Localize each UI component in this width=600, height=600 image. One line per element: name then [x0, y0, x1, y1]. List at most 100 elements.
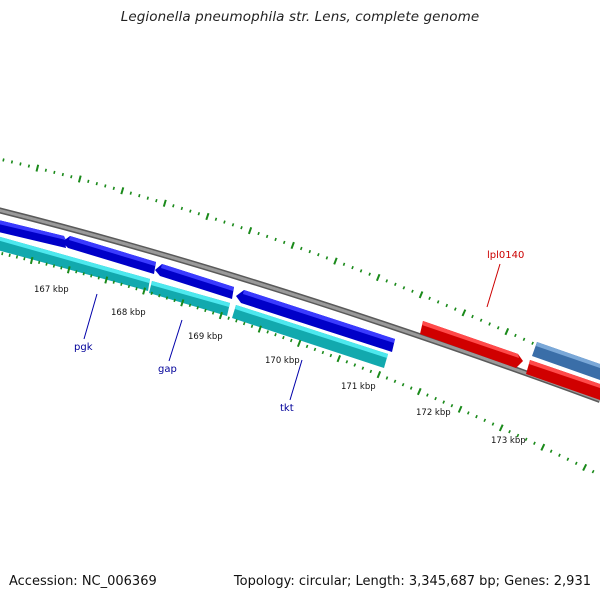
outer-minor-tick [351, 265, 354, 270]
outer-minor-tick [70, 175, 73, 179]
tick-label-167: 167 kbp [34, 285, 69, 295]
inner-minor-tick [508, 429, 511, 434]
inner-minor-tick [235, 319, 238, 323]
inner-major-tick [498, 424, 504, 432]
outer-minor-tick [214, 217, 218, 221]
inner-minor-tick [196, 306, 199, 310]
inner-minor-tick [426, 393, 429, 397]
outer-minor-tick [146, 196, 149, 200]
gene-steelblue[interactable] [532, 342, 600, 380]
outer-minor-tick [2, 158, 5, 162]
tick-label-173: 173 kbp [491, 436, 526, 446]
gene-label-gap[interactable]: gap [158, 364, 177, 375]
inner-minor-tick [491, 422, 495, 426]
gene-labels: pgk gap tkt lpl0140 [74, 250, 524, 414]
inner-minor-tick [483, 418, 487, 423]
outer-minor-tick [496, 326, 500, 330]
inner-minor-tick [385, 376, 389, 380]
inner-minor-tick [289, 338, 293, 343]
tick-label-170: 170 kbp [265, 356, 300, 366]
outer-minor-tick [112, 186, 115, 191]
outer-major-tick [247, 226, 253, 235]
outer-minor-tick [531, 341, 534, 345]
outer-minor-tick [274, 237, 277, 242]
tick-label-172: 172 kbp [416, 408, 451, 418]
inner-minor-tick [188, 303, 192, 308]
outer-minor-tick [436, 300, 440, 304]
outer-minor-tick [87, 179, 90, 184]
gene-tkt[interactable] [236, 290, 395, 352]
inner-minor-tick [227, 316, 230, 320]
inner-minor-tick [434, 396, 437, 401]
outer-minor-tick [385, 279, 389, 283]
genome-stats-text: Topology: circular; Length: 3,345,687 bp… [233, 574, 591, 589]
rna-genes [420, 321, 600, 400]
inner-minor-tick [266, 330, 269, 334]
outer-minor-tick [61, 172, 64, 177]
inner-minor-tick [8, 253, 11, 257]
outer-minor-tick [189, 209, 192, 213]
gene-label-lpl0140[interactable]: lpl0140 [487, 250, 524, 261]
inner-minor-tick [369, 369, 373, 374]
gene-pgk[interactable] [62, 236, 156, 274]
outer-major-tick [333, 257, 338, 265]
map-title: Legionella pneumophila str. Lens, comple… [120, 9, 480, 25]
inner-minor-tick [204, 308, 207, 313]
gene-reverse-3[interactable] [232, 305, 388, 368]
outer-minor-tick [282, 240, 286, 245]
inner-minor-tick [345, 360, 349, 364]
outer-major-tick [504, 327, 510, 336]
outer-minor-tick [317, 253, 320, 257]
inner-major-tick [376, 371, 382, 379]
gene-gap[interactable] [155, 264, 234, 299]
outer-major-tick [461, 309, 467, 317]
outer-minor-tick [428, 296, 431, 301]
inner-minor-tick [173, 298, 176, 303]
inner-minor-tick [353, 363, 357, 367]
inner-minor-tick [574, 461, 578, 466]
outer-minor-tick [488, 322, 491, 326]
outer-major-tick [120, 187, 125, 195]
inner-major-tick [180, 299, 185, 307]
outer-minor-tick [27, 164, 31, 168]
inner-minor-tick [250, 324, 254, 328]
inner-major-tick [457, 405, 463, 413]
outer-minor-tick [104, 184, 107, 188]
outer-minor-tick [471, 314, 474, 319]
outer-major-tick [162, 199, 167, 207]
inner-major-tick [142, 287, 147, 295]
inner-minor-tick [549, 449, 553, 453]
outer-minor-tick [180, 206, 184, 211]
gene-red-2[interactable] [526, 360, 600, 400]
inner-major-tick [29, 256, 34, 265]
inner-minor-tick [23, 257, 26, 261]
inner-minor-tick [401, 382, 405, 387]
outer-major-tick [290, 241, 295, 250]
outer-major-tick [35, 164, 40, 172]
inner-minor-tick [591, 469, 595, 474]
inner-minor-tick [516, 433, 520, 438]
inner-minor-tick [466, 411, 470, 415]
outer-minor-tick [479, 318, 483, 322]
accession-text: Accession: NC_006369 [9, 574, 157, 589]
inner-major-tick [66, 266, 71, 274]
outer-minor-tick [402, 286, 406, 290]
gene-label-pgk[interactable]: pgk [74, 342, 93, 353]
outer-minor-tick [308, 249, 312, 254]
gene-label-leaders [83, 263, 501, 401]
outer-major-tick [375, 273, 381, 282]
gene-label-tkt[interactable]: tkt [280, 403, 294, 414]
inner-minor-tick [60, 266, 63, 270]
outer-minor-tick [359, 269, 363, 273]
outer-minor-tick [231, 223, 235, 227]
inner-minor-tick [150, 291, 153, 296]
genome-backbone [0, 207, 600, 403]
inner-minor-tick [524, 437, 528, 442]
outer-minor-tick [223, 220, 226, 224]
inner-minor-tick [97, 276, 100, 280]
inner-minor-tick [112, 280, 115, 284]
outer-minor-tick [10, 160, 14, 164]
inner-minor-tick [361, 366, 365, 370]
inner-minor-tick [442, 400, 446, 404]
